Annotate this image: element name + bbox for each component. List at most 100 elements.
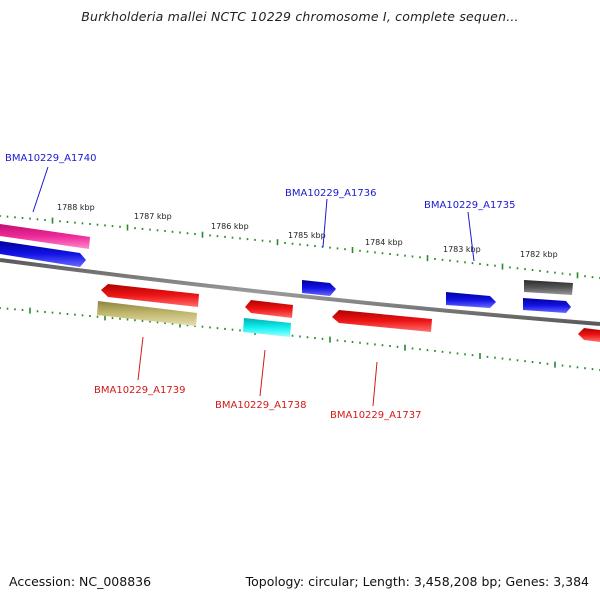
gene-label-A1740[interactable]: BMA10229_A1740 — [5, 153, 96, 164]
scale-minor-tick — [381, 344, 384, 347]
scale-minor-tick — [149, 320, 151, 323]
scale-tick-track-top — [0, 215, 600, 279]
scale-minor-tick — [0, 307, 1, 309]
scale-minor-tick — [44, 218, 46, 221]
scale-minor-tick — [426, 349, 429, 352]
scale-major-tick — [479, 353, 481, 359]
scale-minor-tick — [441, 258, 444, 261]
gene-A1738[interactable] — [243, 318, 291, 337]
scale-minor-tick — [209, 326, 211, 329]
scale-minor-tick — [254, 238, 256, 241]
scale-minor-tick — [374, 251, 376, 254]
accession-text: Accession: NC_008836 — [9, 574, 152, 589]
gene-A1740[interactable] — [0, 224, 90, 249]
scale-label-1784: 1784 kbp — [365, 238, 403, 247]
scale-minor-tick — [284, 241, 286, 244]
gene-reverse-olive[interactable] — [97, 301, 197, 326]
gene-A1736[interactable] — [302, 280, 336, 296]
scale-major-tick — [104, 314, 106, 321]
scale-minor-tick — [14, 216, 16, 219]
gene-forward-gray[interactable] — [524, 280, 573, 295]
scale-minor-tick — [29, 217, 31, 220]
gene-reverse-red-small[interactable] — [245, 300, 293, 318]
scale-minor-tick — [539, 269, 541, 272]
gene-A1739[interactable] — [101, 284, 199, 307]
scale-minor-tick — [374, 343, 376, 346]
scale-minor-tick — [74, 313, 76, 316]
scale-minor-tick — [51, 311, 54, 314]
gene-A1735[interactable] — [446, 292, 496, 308]
scale-major-tick — [29, 307, 31, 314]
scale-label-1785: 1785 kbp — [288, 231, 326, 240]
scale-minor-tick — [509, 358, 511, 361]
gene-A1737[interactable] — [332, 310, 432, 332]
topology-summary: Topology: circular; Length: 3,458,208 bp… — [245, 574, 589, 589]
scale-label-1783: 1783 kbp — [443, 245, 481, 254]
scale-major-tick — [329, 336, 331, 343]
scale-minor-tick — [0, 215, 1, 217]
scale-minor-tick — [396, 345, 399, 348]
scale-minor-tick — [96, 223, 99, 226]
gene-forward-blue-right[interactable] — [523, 298, 571, 313]
scale-minor-tick — [89, 223, 91, 226]
scale-label-1788: 1788 kbp — [57, 203, 95, 212]
scale-minor-tick — [314, 245, 316, 248]
scale-minor-tick — [449, 351, 451, 354]
scale-minor-tick — [471, 262, 474, 265]
scale-minor-tick — [231, 328, 234, 331]
scale-minor-tick — [366, 250, 369, 253]
scale-minor-tick — [471, 354, 474, 357]
leader-A1736 — [322, 198, 328, 248]
scale-minor-tick — [419, 348, 421, 351]
scale-minor-tick — [389, 345, 391, 348]
scale-label-1787: 1787 kbp — [134, 212, 172, 221]
gene-label-A1735[interactable]: BMA10229_A1735 — [424, 200, 515, 211]
scale-minor-tick — [554, 271, 556, 274]
scale-minor-tick — [576, 366, 579, 369]
scale-minor-tick — [569, 273, 571, 276]
scale-minor-tick — [291, 334, 294, 337]
scale-label-1786: 1786 kbp — [211, 222, 249, 231]
scale-minor-tick — [194, 232, 196, 235]
scale-minor-tick — [104, 224, 106, 227]
gene-label-A1737[interactable]: BMA10229_A1737 — [330, 410, 421, 421]
gene-label-A1739[interactable]: BMA10229_A1739 — [94, 385, 185, 396]
gene-label-A1736[interactable]: BMA10229_A1736 — [285, 188, 376, 199]
scale-minor-tick — [209, 234, 211, 237]
scale-minor-tick — [396, 253, 399, 256]
leader-A1737 — [372, 361, 378, 407]
scale-minor-tick — [539, 361, 541, 364]
gene-reverse-red-right[interactable] — [578, 328, 600, 342]
scale-minor-tick — [141, 227, 144, 230]
gene-forward-blue-left[interactable] — [0, 241, 86, 267]
scale-minor-tick — [231, 236, 234, 239]
scale-minor-tick — [299, 243, 301, 246]
scale-minor-tick — [299, 335, 301, 338]
scale-minor-tick — [6, 215, 9, 218]
scale-minor-tick — [321, 245, 324, 248]
scale-major-tick — [201, 231, 204, 238]
scale-minor-tick — [591, 276, 594, 279]
scale-minor-tick — [246, 238, 249, 241]
scale-minor-tick — [434, 349, 436, 352]
scale-major-tick — [179, 321, 181, 328]
scale-minor-tick — [89, 315, 91, 318]
gene-labels: BMA10229_A1740 BMA10229_A1736 BMA10229_A… — [5, 153, 515, 421]
scale-minor-tick — [359, 341, 361, 344]
scale-minor-tick — [269, 240, 271, 243]
scale-minor-tick — [81, 222, 84, 225]
chromosome-backbone — [0, 258, 600, 326]
scale-minor-tick — [546, 270, 549, 273]
scale-minor-tick — [21, 216, 24, 219]
gene-label-A1738[interactable]: BMA10229_A1738 — [215, 400, 306, 411]
scale-minor-tick — [464, 261, 466, 264]
scale-minor-tick — [224, 327, 226, 330]
scale-minor-tick — [314, 337, 316, 340]
scale-minor-tick — [456, 260, 459, 263]
scale-minor-tick — [66, 312, 69, 315]
scale-minor-tick — [584, 367, 586, 370]
scale-minor-tick — [569, 365, 571, 368]
scale-minor-tick — [434, 257, 436, 260]
